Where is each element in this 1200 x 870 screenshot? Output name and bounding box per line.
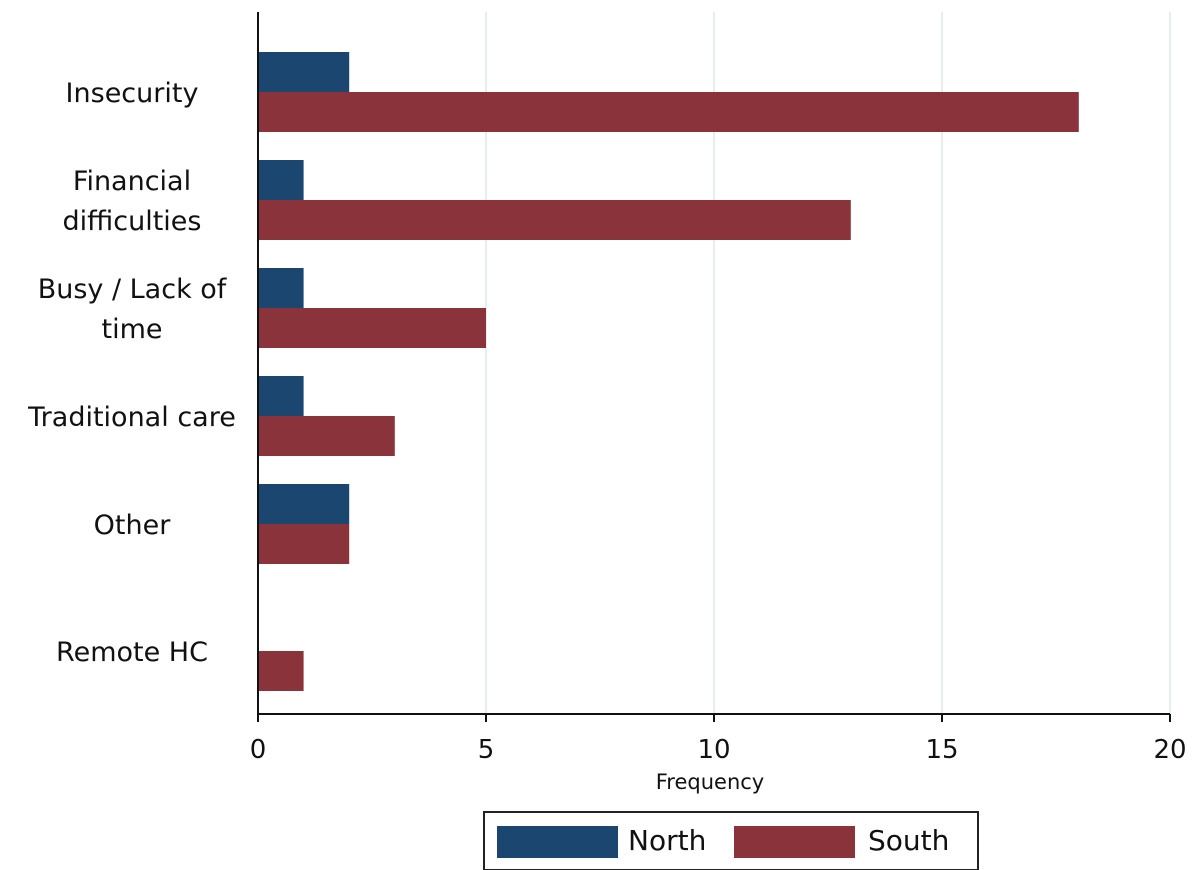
x-axis-title: Frequency xyxy=(656,770,765,794)
legend: North South xyxy=(483,811,979,870)
x-tick-label-15: 15 xyxy=(925,735,958,765)
bar-north-busy-lack-of-time xyxy=(258,268,304,308)
x-ticks: 0 5 10 15 20 xyxy=(250,714,1187,765)
bar-south-busy-lack-of-time xyxy=(258,308,486,348)
category-label-financial-difficulties: Financial difficulties xyxy=(63,166,202,237)
x-tick-label-5: 5 xyxy=(478,735,495,765)
category-label-line: Traditional care xyxy=(27,402,236,433)
bar-north-financial-difficulties xyxy=(258,160,304,200)
category-label-other: Other xyxy=(94,510,172,541)
category-label-line: Remote HC xyxy=(56,637,208,668)
category-label-line: Busy / Lack of xyxy=(38,274,228,305)
bar-south-remote-hc xyxy=(258,651,304,691)
category-label-line: difficulties xyxy=(63,206,202,237)
legend-swatch-south xyxy=(734,826,855,858)
category-label-line: Financial xyxy=(73,166,191,197)
category-label-line: time xyxy=(101,314,162,345)
category-label-remote-hc: Remote HC xyxy=(56,637,208,668)
bar-south-other xyxy=(258,524,350,564)
legend-label-south: South xyxy=(868,824,949,857)
bar-south-traditional-care xyxy=(258,416,395,456)
x-tick-label-20: 20 xyxy=(1153,735,1186,765)
category-label-traditional-care: Traditional care xyxy=(27,402,236,433)
x-tick-label-10: 10 xyxy=(697,735,730,765)
bar-north-traditional-care xyxy=(258,376,304,416)
category-label-line: Other xyxy=(94,510,172,541)
category-label-line: Insecurity xyxy=(66,78,199,109)
bar-north-other xyxy=(258,484,350,524)
bar-north-insecurity xyxy=(258,52,350,92)
bars xyxy=(258,52,1079,691)
category-label-busy-lack-of-time: Busy / Lack of time xyxy=(38,274,228,345)
category-label-insecurity: Insecurity xyxy=(66,78,199,109)
legend-label-north: North xyxy=(628,824,706,857)
x-tick-label-0: 0 xyxy=(250,735,267,765)
category-labels: Insecurity Financial difficulties Busy / La… xyxy=(27,78,236,668)
legend-swatch-north xyxy=(497,826,618,858)
bar-south-insecurity xyxy=(258,92,1079,132)
bar-south-financial-difficulties xyxy=(258,200,851,240)
